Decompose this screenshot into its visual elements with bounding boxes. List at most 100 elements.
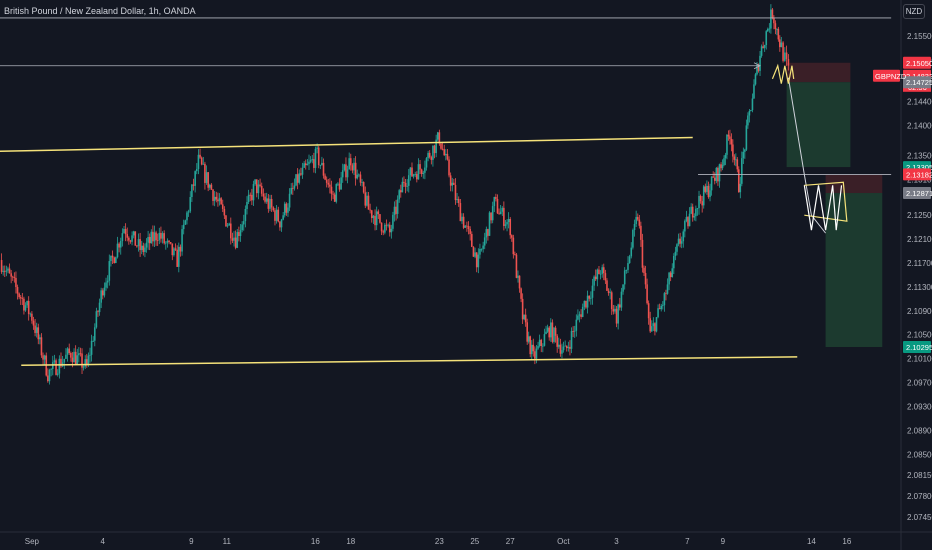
candle-body (736, 159, 739, 170)
candle-body (351, 165, 354, 171)
candle-body (246, 201, 248, 210)
candle-body (527, 336, 530, 342)
candle-body (128, 237, 130, 241)
currency-badge[interactable]: NZD (903, 4, 925, 19)
candle-body (721, 165, 724, 169)
candle-body (750, 110, 752, 111)
candle-body (262, 193, 265, 197)
candle-body (593, 276, 595, 286)
candle-body (249, 194, 252, 196)
candle-body (283, 203, 286, 216)
candle-body (540, 339, 543, 346)
candle-body (65, 354, 67, 359)
candle-body (303, 163, 305, 168)
candle-body (501, 207, 504, 212)
candle-body (233, 237, 235, 241)
candle-body (674, 251, 677, 256)
candle-body (215, 196, 218, 200)
candle-body (517, 275, 519, 278)
candle-body (633, 223, 636, 230)
candle-body (239, 230, 242, 237)
candle-body (461, 216, 463, 222)
position-a-stop-zone (786, 62, 851, 83)
candle-body (723, 158, 725, 166)
candle-body (164, 242, 167, 244)
candle-body (518, 275, 521, 289)
candle-body (325, 179, 328, 183)
price-tick-label: 2.13500 (907, 151, 932, 160)
candle-body (557, 344, 560, 347)
candle-body (178, 246, 180, 267)
candle-body (585, 300, 587, 308)
candle-body (747, 115, 749, 126)
candle-body (466, 225, 468, 227)
candle-body (98, 302, 101, 313)
candle-body (48, 369, 51, 382)
candle-body (129, 240, 132, 242)
candle-body (545, 331, 547, 335)
candle-body (95, 311, 98, 328)
candle-body (464, 225, 467, 228)
candle-body (220, 198, 222, 205)
candle-body (532, 344, 535, 352)
candle-body (480, 248, 483, 250)
candle-body (737, 169, 740, 193)
zigzag-pattern-b (803, 185, 843, 231)
candle-body (5, 270, 8, 272)
candle-body (640, 225, 642, 240)
candle-body (763, 44, 766, 48)
candle-body (31, 313, 33, 321)
time-tick-label: Sep (25, 537, 40, 546)
candle-body (433, 145, 436, 154)
candle-body (561, 350, 563, 354)
time-tick-label: 16 (311, 537, 320, 546)
candle-body (21, 298, 24, 300)
candle-body (322, 162, 325, 176)
candle-body (506, 222, 508, 225)
candle-body (732, 144, 734, 157)
candle-body (495, 196, 497, 199)
candle-body (11, 276, 14, 278)
candle-body (445, 153, 447, 156)
candle-body (748, 110, 751, 116)
candle-body (727, 134, 730, 137)
candle-body (156, 240, 159, 241)
candle-body (647, 303, 650, 319)
candle-body (82, 366, 85, 368)
candle-body (590, 297, 592, 299)
candle-body (570, 331, 573, 349)
candle-body (309, 160, 312, 162)
candle-body (572, 331, 574, 332)
candle-body (155, 232, 157, 241)
candle-body (398, 190, 401, 200)
candle-body (713, 177, 716, 181)
candle-body (627, 263, 629, 270)
candle-body (567, 346, 570, 349)
candle-body (673, 255, 675, 269)
candle-body (409, 167, 412, 176)
candle-body (459, 203, 462, 222)
candle-body (665, 293, 667, 295)
candle-body (160, 232, 162, 239)
candle-body (730, 139, 733, 145)
candle-body (101, 290, 104, 296)
candle-body (304, 163, 307, 166)
candle-body (512, 237, 515, 255)
candle-body (8, 268, 11, 274)
candle-body (644, 273, 647, 285)
candle-body (288, 193, 291, 208)
candle-body (300, 173, 302, 175)
candle-body (377, 211, 380, 215)
candle-body (306, 163, 309, 166)
candle-body (387, 224, 389, 226)
candle-body (420, 169, 423, 174)
candle-body (770, 9, 772, 29)
candle-body (779, 39, 781, 48)
candle-body (702, 186, 705, 206)
candle-body (514, 254, 516, 255)
candle-body (105, 282, 107, 288)
candle-body (650, 326, 653, 332)
candle-body (602, 267, 605, 274)
